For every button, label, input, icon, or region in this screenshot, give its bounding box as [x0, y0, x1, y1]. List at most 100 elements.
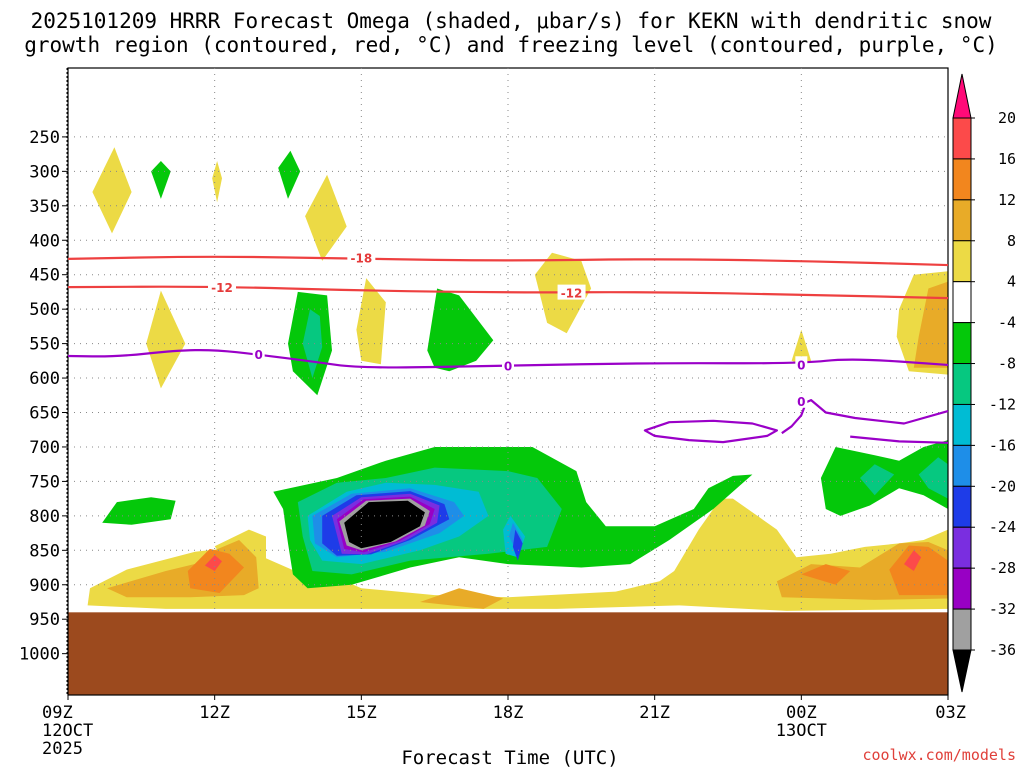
- colorbar-band-7: [952, 403, 972, 446]
- contour-label-3: 0: [254, 348, 262, 362]
- omega-region-black-39: [344, 500, 425, 549]
- omega-region-blue-35: [512, 529, 523, 561]
- x-tick-label-4-0: 21Z: [639, 703, 670, 723]
- contour-lines: [67, 255, 949, 444]
- colorbar-label-4: 4: [1007, 273, 1016, 291]
- freezing-contour-2: [850, 435, 949, 444]
- colorbar-band-11: [952, 567, 972, 610]
- x-axis-title: Forecast Time (UTC): [401, 747, 618, 768]
- y-tick-label-3: 400: [29, 231, 60, 251]
- freezing-contour-1: [781, 399, 949, 435]
- contour-label-2: -12: [561, 287, 583, 301]
- x-tick-label-3-0: 18Z: [493, 703, 524, 723]
- omega-region-gold-14: [420, 588, 504, 609]
- y-tick-label-12: 850: [29, 541, 60, 561]
- colorbar-band-0: [952, 117, 972, 160]
- x-tick-label-0-2: 2025: [42, 739, 83, 759]
- colorbar-label-8: -16: [989, 436, 1016, 454]
- colorbar-label-3: 8: [1007, 232, 1016, 250]
- colorbar-label-7: -12: [989, 395, 1016, 413]
- colorbar-label-0: 20: [998, 109, 1016, 127]
- freezing-contour-0: [643, 419, 779, 444]
- y-axis: 250 300 350 400 450 500 550 600 650 700 750 800 850 9…: [19, 128, 68, 665]
- y-tick-label-2: 350: [29, 197, 60, 217]
- x-tick-label-0-1: 12OCT: [42, 721, 93, 741]
- contour-label-bg-4: [502, 357, 514, 373]
- omega-region-green-23: [102, 497, 176, 525]
- y-tick-label-4: 450: [29, 266, 60, 286]
- y-tick-label-15: 1000: [19, 645, 60, 665]
- omega-region-orange-16: [801, 564, 851, 585]
- y-tick-label-0: 250: [29, 128, 60, 148]
- y-tick-label-1: 300: [29, 162, 60, 182]
- omega-region-yellow-3: [146, 290, 186, 389]
- colorbar-band-2: [952, 199, 972, 242]
- grid-lines: [68, 68, 948, 613]
- x-tick-label-5-1: 13OCT: [776, 721, 827, 741]
- omega-region-red-13: [204, 555, 222, 571]
- y-tick-label-7: 600: [29, 369, 60, 389]
- omega-region-green-19: [151, 161, 171, 199]
- x-tick-label-2-0: 15Z: [346, 703, 377, 723]
- colorbar-label-13: -36: [989, 641, 1016, 659]
- colorbar-bottom-arrow: [952, 649, 972, 693]
- contour-label-bg-5: [795, 356, 808, 372]
- contour-label-4: 0: [504, 360, 512, 374]
- contour-line-1: [67, 285, 949, 300]
- contour-label-0: -18: [350, 251, 372, 265]
- omega-region-yellow-2: [305, 174, 347, 261]
- y-tick-label-9: 700: [29, 438, 60, 458]
- omega-region-green-22: [427, 288, 494, 372]
- colorbar-band-6: [952, 363, 972, 405]
- y-tick-label-14: 950: [29, 610, 60, 630]
- colorbar-band-5: [952, 322, 972, 365]
- ground-fill: [68, 612, 948, 695]
- colorbar-label-10: -24: [989, 518, 1016, 536]
- omega-region-yellow-4: [356, 278, 386, 365]
- contour-label-bg-3: [252, 345, 265, 361]
- omega-region-red-18: [904, 550, 922, 571]
- contour-label-bg-1: [208, 279, 236, 295]
- y-tick-label-11: 800: [29, 507, 60, 527]
- colorbar-label-11: -28: [989, 559, 1016, 577]
- omega-region-gold-8: [913, 281, 948, 368]
- colorbar-label-1: 16: [998, 150, 1016, 168]
- omega-region-orange-12: [187, 548, 244, 593]
- y-tick-label-13: 900: [29, 576, 60, 596]
- y-tick-label-8: 650: [29, 404, 60, 424]
- omega-region-teal-28: [860, 464, 895, 496]
- colorbar-band-8: [952, 444, 972, 487]
- x-tick-label-0-0: 09Z: [42, 703, 73, 723]
- contour-label-1: -12: [211, 281, 233, 295]
- y-tick-label-6: 550: [29, 335, 60, 355]
- omega-region-orange-17: [889, 545, 948, 596]
- colorbar-label-5: -4: [998, 314, 1016, 332]
- plot-area: [66, 67, 949, 696]
- colorbar-band-12: [952, 608, 972, 651]
- contour-line-0: [67, 255, 949, 267]
- colorbar-band-1: [952, 158, 972, 201]
- contour-line-2: [67, 349, 949, 369]
- contour-labels: -18 -12 -12 0 0 0 0: [208, 249, 808, 409]
- omega-region-yellow-0: [92, 147, 132, 234]
- chart-title-line-2: growth region (contoured, red, °C) and f…: [24, 33, 998, 57]
- colorbar-band-9: [952, 485, 972, 528]
- y-tick-label-5: 500: [29, 300, 60, 320]
- omega-region-green-20: [278, 150, 301, 199]
- credit-label: coolwx.com/models: [862, 746, 1016, 764]
- colorbar-band-10: [952, 526, 972, 569]
- colorbar-label-2: 12: [998, 191, 1016, 209]
- omega-region-teal-29: [918, 457, 948, 499]
- colorbar-label-12: -32: [989, 600, 1016, 618]
- colorbar-top-arrow: [952, 73, 972, 119]
- colorbar: 20 16 12 8 4 -4 -8 -12 -16 -20 -24 -28 -32 -36: [952, 73, 1016, 693]
- omega-region-yellow-1: [212, 161, 222, 203]
- omega-region-yellow-6: [791, 329, 812, 365]
- colorbar-band-4: [952, 281, 972, 324]
- contour-label-6: 0: [797, 395, 805, 409]
- contour-label-bg-6: [795, 392, 808, 408]
- x-tick-label-6-0: 03Z: [935, 703, 966, 723]
- contour-label-5: 0: [797, 358, 805, 372]
